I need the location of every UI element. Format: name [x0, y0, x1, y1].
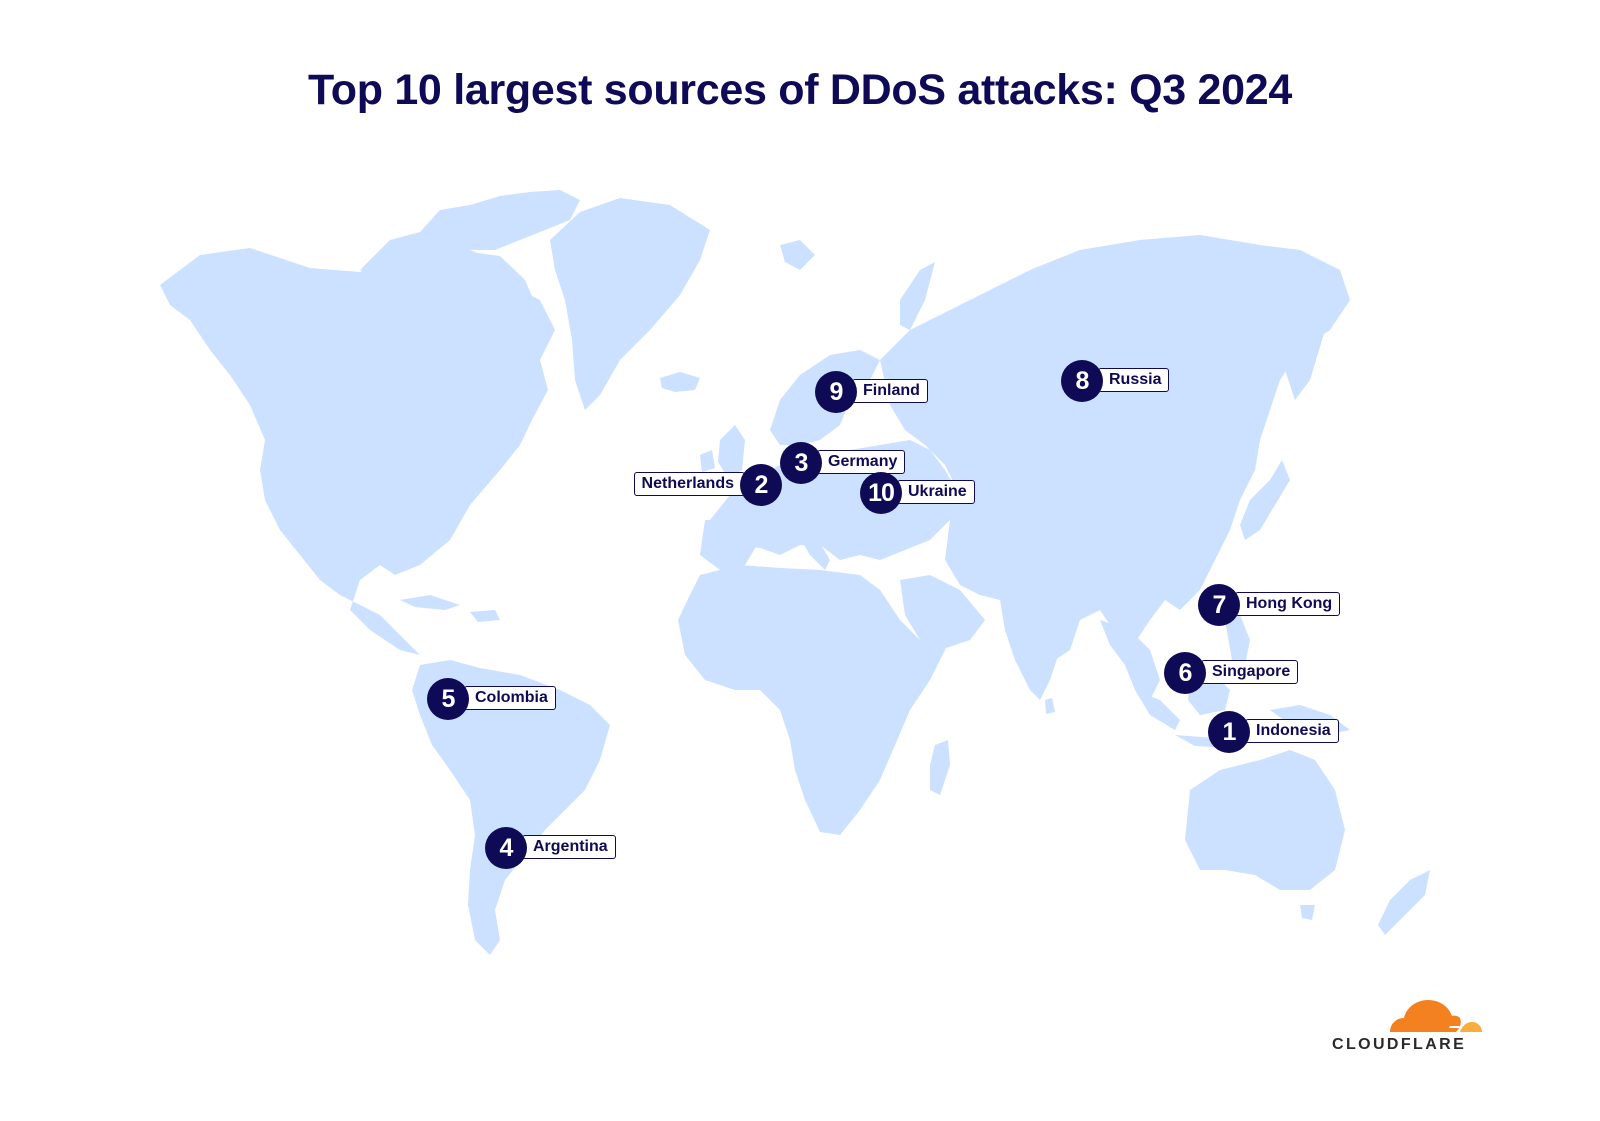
- country-label-singapore: Singapore: [1201, 660, 1299, 684]
- landmass-baffin: [470, 252, 540, 330]
- landmass-iceland: [660, 372, 700, 392]
- landmass-south-america: [412, 660, 610, 955]
- landmass-britain: [718, 425, 745, 478]
- rank-badge-3: 3: [780, 442, 822, 484]
- country-label-argentina: Argentina: [522, 835, 616, 859]
- country-label-russia: Russia: [1098, 368, 1170, 392]
- landmass-sumatra: [1135, 690, 1180, 730]
- country-label-germany: Germany: [817, 450, 906, 474]
- country-label-netherlands: Netherlands: [633, 472, 745, 496]
- landmass-kamchatka: [1285, 300, 1325, 400]
- landmass-hispaniola: [470, 610, 500, 622]
- rank-badge-1: 1: [1208, 711, 1250, 753]
- rank-badge-5: 5: [427, 678, 469, 720]
- landmass-philippines: [1225, 615, 1250, 665]
- rank-badge-2: 2: [740, 464, 782, 506]
- landmass-greenland: [550, 198, 710, 410]
- rank-badge-4: 4: [485, 827, 527, 869]
- landmass-indochina: [1100, 620, 1160, 700]
- rank-badge-8: 8: [1061, 360, 1103, 402]
- cloud-logo-icon: [1390, 1000, 1482, 1032]
- country-label-hong-kong: Hong Kong: [1235, 592, 1341, 616]
- country-label-finland: Finland: [852, 379, 928, 403]
- country-label-ukraine: Ukraine: [897, 480, 975, 504]
- landmass-iberia: [700, 520, 760, 570]
- rank-badge-7: 7: [1198, 584, 1240, 626]
- landmass-cuba: [400, 595, 460, 610]
- landmass-australia: [1185, 750, 1345, 890]
- landmass-svalbard: [780, 240, 815, 270]
- landmass-sri-lanka: [1045, 698, 1055, 714]
- landmass-north-america: [160, 232, 555, 655]
- country-label-colombia: Colombia: [464, 686, 556, 710]
- landmass-japan: [1240, 460, 1290, 540]
- rank-badge-10: 10: [860, 472, 902, 514]
- rank-badge-6: 6: [1164, 652, 1206, 694]
- landmass-ireland: [700, 450, 715, 472]
- landmass-arabia: [900, 575, 985, 650]
- rank-badge-9: 9: [815, 371, 857, 413]
- map-title: Top 10 largest sources of DDoS attacks: …: [307, 66, 1293, 114]
- landmass-africa: [678, 565, 950, 835]
- cloudflare-logo: CLOUDFLARE: [1332, 996, 1502, 1056]
- landmass-tasmania: [1300, 905, 1315, 920]
- landmass-novaya-zemlya: [900, 262, 935, 330]
- landmass-asia: [880, 235, 1350, 660]
- cloudflare-wordmark: CLOUDFLARE: [1332, 1036, 1467, 1053]
- country-label-indonesia: Indonesia: [1245, 719, 1339, 743]
- landmass-india: [1000, 600, 1070, 700]
- landmass-new-zealand: [1378, 870, 1430, 935]
- landmass-italy: [798, 520, 830, 570]
- landmass-arctic-islands: [360, 190, 580, 280]
- landmass-madagascar: [930, 740, 950, 795]
